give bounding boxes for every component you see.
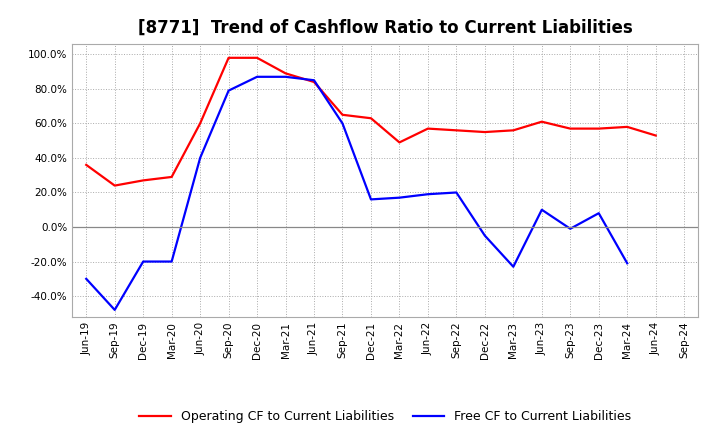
Free CF to Current Liabilities [480, 233, 489, 238]
Free CF to Current Liabilities [196, 155, 204, 161]
Line: Operating CF to Current Liabilities: Operating CF to Current Liabilities [86, 58, 656, 186]
Operating CF to Current Liabilities [338, 112, 347, 117]
Operating CF to Current Liabilities [652, 133, 660, 138]
Free CF to Current Liabilities [452, 190, 461, 195]
Free CF to Current Liabilities [595, 211, 603, 216]
Free CF to Current Liabilities [366, 197, 375, 202]
Title: [8771]  Trend of Cashflow Ratio to Current Liabilities: [8771] Trend of Cashflow Ratio to Curren… [138, 19, 633, 37]
Free CF to Current Liabilities [338, 121, 347, 126]
Free CF to Current Liabilities [110, 307, 119, 312]
Free CF to Current Liabilities [623, 260, 631, 266]
Operating CF to Current Liabilities [537, 119, 546, 125]
Free CF to Current Liabilities [282, 74, 290, 80]
Free CF to Current Liabilities [253, 74, 261, 80]
Operating CF to Current Liabilities [110, 183, 119, 188]
Free CF to Current Liabilities [139, 259, 148, 264]
Free CF to Current Liabilities [310, 77, 318, 83]
Operating CF to Current Liabilities [253, 55, 261, 60]
Free CF to Current Liabilities [225, 88, 233, 93]
Operating CF to Current Liabilities [509, 128, 518, 133]
Free CF to Current Liabilities [537, 207, 546, 213]
Free CF to Current Liabilities [82, 276, 91, 282]
Operating CF to Current Liabilities [452, 128, 461, 133]
Operating CF to Current Liabilities [139, 178, 148, 183]
Operating CF to Current Liabilities [167, 174, 176, 180]
Operating CF to Current Liabilities [366, 116, 375, 121]
Operating CF to Current Liabilities [566, 126, 575, 131]
Operating CF to Current Liabilities [480, 129, 489, 135]
Operating CF to Current Liabilities [395, 140, 404, 145]
Free CF to Current Liabilities [509, 264, 518, 269]
Operating CF to Current Liabilities [595, 126, 603, 131]
Operating CF to Current Liabilities [310, 79, 318, 84]
Operating CF to Current Liabilities [423, 126, 432, 131]
Free CF to Current Liabilities [566, 226, 575, 231]
Operating CF to Current Liabilities [196, 121, 204, 126]
Free CF to Current Liabilities [167, 259, 176, 264]
Operating CF to Current Liabilities [282, 71, 290, 76]
Operating CF to Current Liabilities [623, 124, 631, 129]
Free CF to Current Liabilities [423, 191, 432, 197]
Operating CF to Current Liabilities [225, 55, 233, 60]
Legend: Operating CF to Current Liabilities, Free CF to Current Liabilities: Operating CF to Current Liabilities, Fre… [135, 405, 636, 428]
Free CF to Current Liabilities [395, 195, 404, 200]
Line: Free CF to Current Liabilities: Free CF to Current Liabilities [86, 77, 627, 310]
Operating CF to Current Liabilities [82, 162, 91, 168]
